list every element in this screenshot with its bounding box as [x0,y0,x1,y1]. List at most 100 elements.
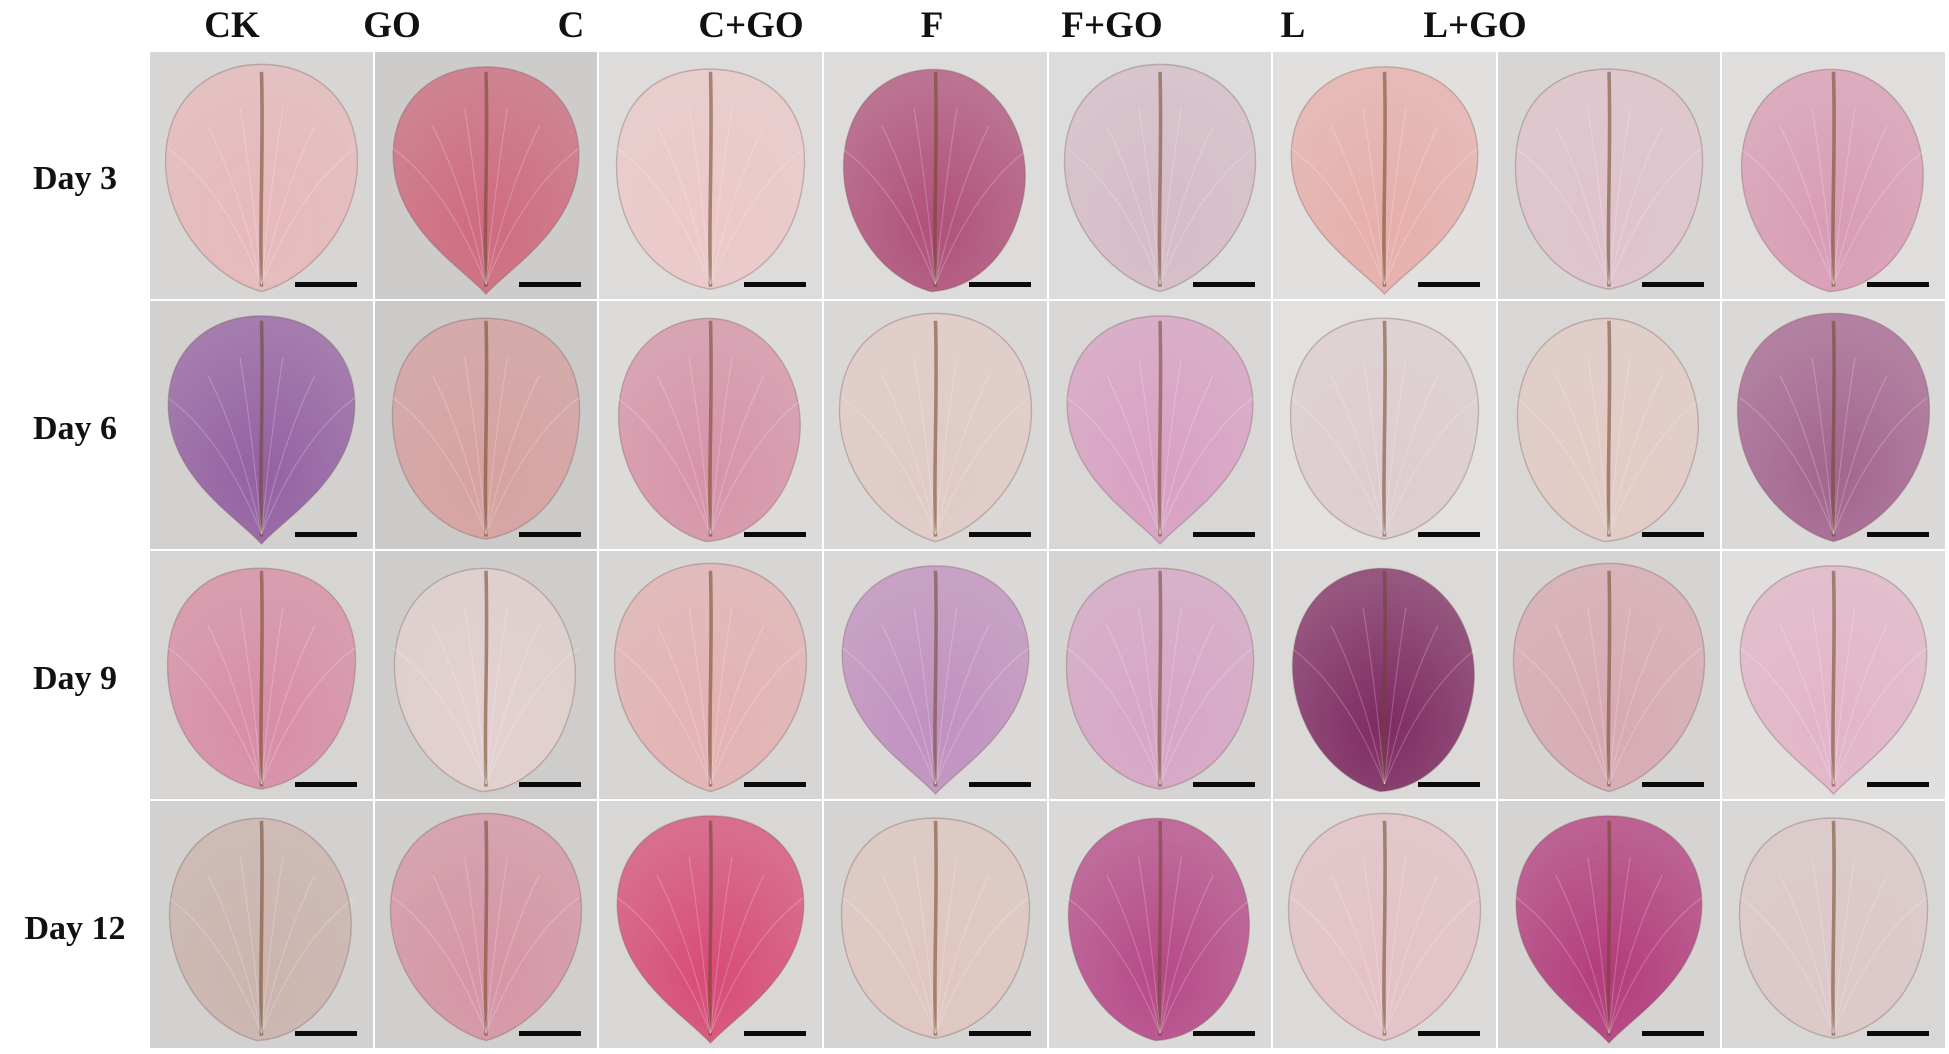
petal-vein [1066,397,1161,535]
petal-vein [485,896,580,1034]
petal-vein [934,375,990,535]
petal-vein [1555,625,1610,785]
petal-photo-day-6-ck [150,301,373,549]
petal-photo-day-6-c-plus-go [824,301,1047,549]
petal-vein [1159,147,1254,285]
petal-vein [1608,857,1631,1034]
column-header-go: GO [363,5,421,46]
petal-vein [485,874,540,1034]
petal-vein [688,607,712,785]
petal-vein [709,108,733,285]
petal-vein [1811,857,1835,1034]
column-header-f: F [920,5,944,46]
petal-vein [239,357,263,535]
petal-vein [1159,375,1214,535]
petal-vein [1832,108,1856,285]
scale-bar [969,532,1031,537]
petal-vein [1383,647,1479,785]
scale-bar [519,532,581,537]
petal-vein [709,125,765,285]
petal-vein [432,125,487,285]
petal-vein [1383,896,1479,1034]
petal-vein [464,108,487,285]
petal-midrib [483,71,489,287]
petal-vein [881,375,937,535]
petal-vein [1330,874,1386,1034]
petal-midrib [1157,820,1163,1036]
petal-vein [934,647,1030,785]
petal-vein [1330,125,1386,285]
scale-bar [1418,1031,1480,1036]
petal-vein [239,108,263,285]
petal-vein [913,857,937,1034]
scale-bar [1642,782,1704,787]
petal-vein [934,874,990,1034]
petal-midrib [708,71,713,287]
petal-photo-day-12-f-plus-go [1273,801,1496,1048]
petal-photo-day-3-ck [150,52,373,299]
petal-vein [1832,357,1856,535]
petal-vein [709,874,765,1034]
petal-image [1066,315,1254,546]
petal-vein [1383,857,1407,1034]
scale-bar [1193,532,1255,537]
petal-midrib [933,570,938,787]
petal-photo-day-6-go [375,301,597,549]
scale-bar [1867,282,1929,287]
petal-vein [260,896,356,1034]
petal-vein [1832,857,1856,1034]
petal-midrib [1831,71,1836,287]
petal-photo-day-12-c-plus-go [824,801,1047,1048]
petal-vein [1383,607,1407,785]
petal-photo-day-6-l-plus-go [1722,301,1945,549]
petal-vein [1832,125,1888,285]
petal-vein [1159,647,1254,785]
petal-midrib [259,820,264,1036]
petal-photo-day-12-c [599,801,822,1048]
petal-photo-day-12-go [375,801,597,1048]
petal-vein [616,896,712,1034]
petal-vein [207,125,263,285]
column-header-l: L [1280,5,1306,46]
scale-bar [1193,282,1255,287]
petal-vein [1811,607,1835,785]
petal-vein [1739,896,1835,1034]
column-headers: CK GO C C+GO F F+GO L L+GO [150,0,1947,52]
petal-image [838,312,1033,543]
petal-vein [934,625,990,785]
petal-vein [881,125,937,285]
petal-vein [239,607,263,785]
petal-vein [1159,357,1182,535]
petal-vein [1362,357,1386,535]
petal-image [613,562,808,793]
petal-midrib [1606,820,1612,1036]
petal-vein [464,607,487,785]
petal-vein [1515,647,1610,785]
petal-vein [913,607,937,785]
row-header-day-9: Day 9 [32,660,118,697]
column-header-c-plus-go: C+GO [698,5,804,46]
petal-image [1063,63,1257,293]
petal-vein [709,647,805,785]
petal-vein [1608,874,1663,1034]
scale-bar [295,1031,357,1036]
petal-vein [1106,375,1161,535]
petal-vein [1832,874,1888,1034]
scale-bar [1867,532,1929,537]
petal-vein [207,874,263,1034]
scale-bar [969,782,1031,787]
petal-midrib [1157,320,1163,537]
petal-vein [709,896,805,1034]
petal-vein [432,874,487,1034]
petal-vein [1515,397,1610,535]
petal-image [1287,812,1482,1042]
scale-bar [744,282,806,287]
petal-vein [616,147,712,285]
petal-photo-day-12-ck [150,801,373,1048]
petal-vein [709,607,733,785]
column-header-f-plus-go: F+GO [1061,5,1163,46]
petal-image [1290,567,1479,793]
petal-vein [934,397,1030,535]
petal-vein [485,357,508,535]
scale-bar [1867,1031,1929,1036]
